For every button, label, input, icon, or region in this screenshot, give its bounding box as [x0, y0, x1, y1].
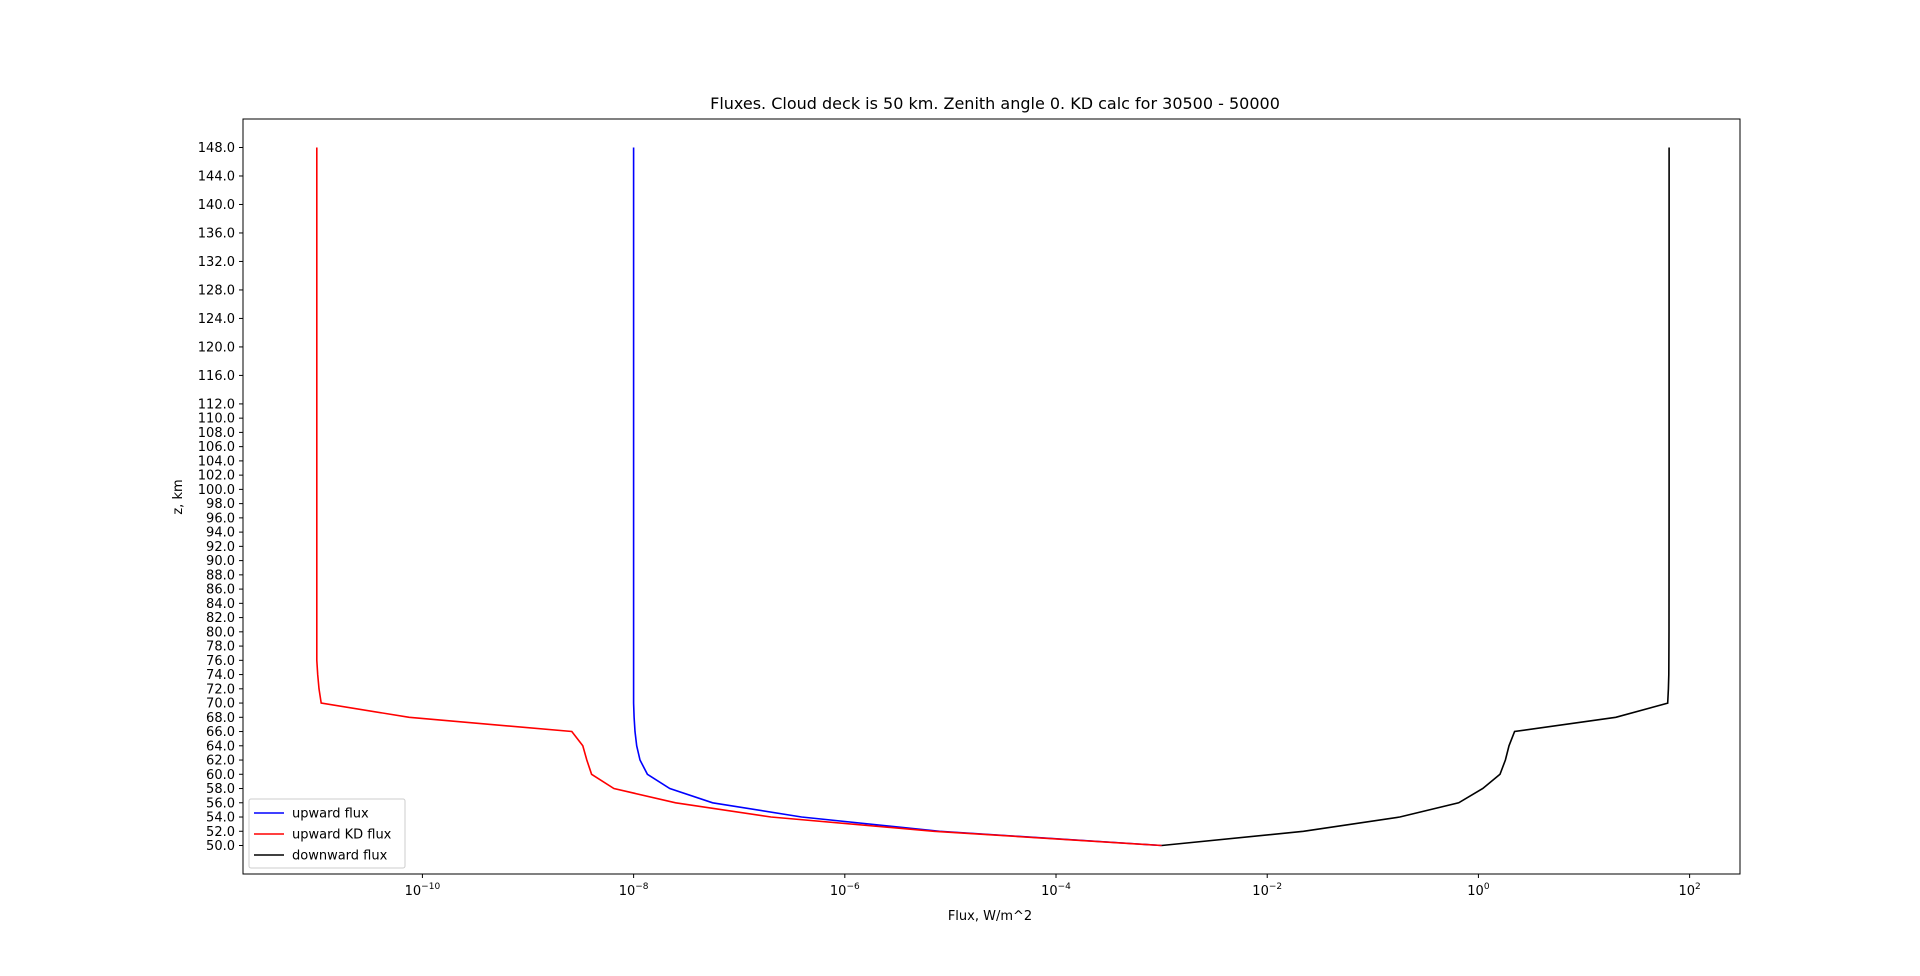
y-tick-label: 72.0 — [206, 682, 235, 697]
y-tick-label: 70.0 — [206, 697, 235, 712]
y-axis: 50.052.054.056.058.060.062.064.066.068.0… — [198, 141, 243, 854]
y-tick-label: 102.0 — [198, 469, 235, 484]
y-tick-label: 116.0 — [198, 369, 235, 384]
y-tick-label: 52.0 — [206, 825, 235, 840]
legend-label: upward KD flux — [292, 828, 392, 843]
y-tick-label: 94.0 — [206, 526, 235, 541]
x-axis-label: Flux, W/m^2 — [948, 909, 1032, 924]
y-tick-label: 144.0 — [198, 169, 235, 184]
y-tick-label: 74.0 — [206, 668, 235, 683]
y-axis-label: z, km — [171, 479, 186, 514]
y-tick-label: 96.0 — [206, 511, 235, 526]
x-tick-label: 100 — [1467, 882, 1490, 899]
y-tick-label: 86.0 — [206, 583, 235, 598]
y-tick-label: 66.0 — [206, 725, 235, 740]
legend: upward flux upward KD flux downward flux — [248, 798, 406, 869]
y-tick-label: 50.0 — [206, 839, 235, 854]
y-tick-label: 78.0 — [206, 640, 235, 655]
y-tick-label: 132.0 — [198, 255, 235, 270]
y-tick-label: 80.0 — [206, 625, 235, 640]
y-tick-label: 100.0 — [198, 483, 235, 498]
y-tick-label: 148.0 — [198, 141, 235, 156]
x-tick-label: 10−4 — [1041, 882, 1071, 899]
x-tick-label: 10−10 — [405, 882, 441, 899]
y-tick-label: 68.0 — [206, 711, 235, 726]
series-layer — [316, 147, 1670, 847]
y-tick-label: 110.0 — [198, 412, 235, 427]
y-tick-label: 58.0 — [206, 782, 235, 797]
series-line-2 — [1161, 147, 1670, 847]
legend-label: downward flux — [292, 849, 388, 864]
y-tick-label: 124.0 — [198, 312, 235, 327]
y-tick-label: 64.0 — [206, 739, 235, 754]
y-tick-label: 106.0 — [198, 440, 235, 455]
y-tick-label: 82.0 — [206, 611, 235, 626]
y-tick-label: 54.0 — [206, 811, 235, 826]
y-tick-label: 92.0 — [206, 540, 235, 555]
x-tick-label: 10−8 — [619, 882, 649, 899]
x-tick-label: 10−6 — [830, 882, 860, 899]
y-tick-label: 60.0 — [206, 768, 235, 783]
y-tick-label: 56.0 — [206, 796, 235, 811]
legend-label: upward flux — [292, 807, 369, 822]
y-tick-label: 76.0 — [206, 654, 235, 669]
y-tick-label: 88.0 — [206, 568, 235, 583]
y-tick-label: 104.0 — [198, 454, 235, 469]
series-line-1 — [316, 147, 1162, 847]
chart-title: Fluxes. Cloud deck is 50 km. Zenith angl… — [710, 94, 1280, 113]
x-tick-label: 102 — [1678, 882, 1700, 899]
y-tick-label: 120.0 — [198, 340, 235, 355]
y-tick-label: 140.0 — [198, 198, 235, 213]
x-axis: 10−10 10−8 10−6 10−4 10−2 100 102 — [405, 874, 1701, 899]
y-tick-label: 128.0 — [198, 283, 235, 298]
y-tick-label: 108.0 — [198, 426, 235, 441]
y-tick-label: 90.0 — [206, 554, 235, 569]
y-tick-label: 62.0 — [206, 754, 235, 769]
y-tick-label: 112.0 — [198, 397, 235, 412]
y-tick-label: 84.0 — [206, 597, 235, 612]
legend-box — [248, 798, 406, 869]
plot-frame — [242, 118, 1741, 875]
x-tick-label: 10−2 — [1252, 882, 1282, 899]
y-tick-label: 136.0 — [198, 226, 235, 241]
series-line-0 — [632, 147, 1162, 847]
y-tick-label: 98.0 — [206, 497, 235, 512]
